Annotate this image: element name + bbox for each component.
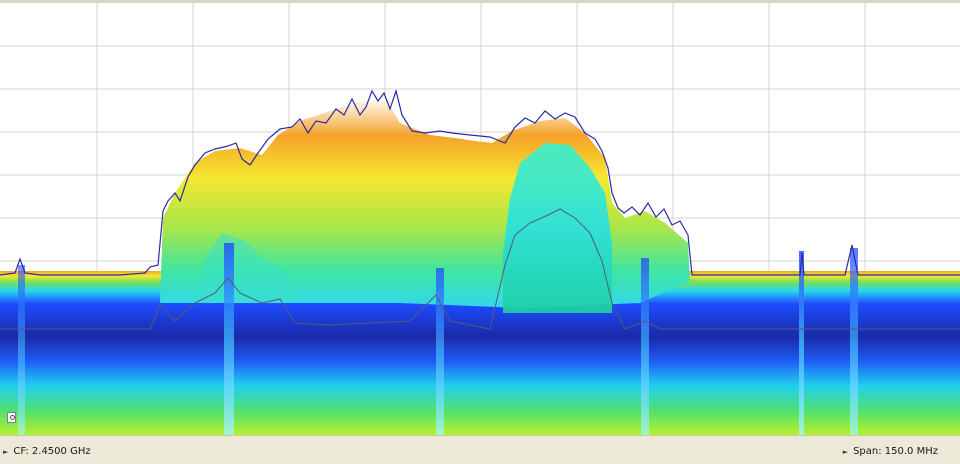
- window-top-border: [0, 0, 960, 3]
- span-label: Span: 150.0 MHz: [853, 446, 938, 457]
- center-frequency-label: CF: 2.4500 GHz: [13, 446, 91, 457]
- spectrum-canvas: [0, 3, 960, 435]
- marker-icon[interactable]: [7, 412, 16, 423]
- average-trace: [0, 208, 960, 330]
- triangle-right-icon: ►: [3, 448, 9, 456]
- center-frequency-status[interactable]: ► CF: 2.4500 GHz: [3, 445, 91, 459]
- spectrum-density-view[interactable]: [0, 3, 960, 435]
- triangle-right-icon: ►: [842, 448, 849, 456]
- wifi-channel-core: [503, 143, 612, 313]
- max-hold-trace: [0, 88, 960, 276]
- span-status[interactable]: ► Span: 150.0 MHz: [843, 445, 938, 459]
- spurs: [18, 243, 858, 435]
- status-bar: ► CF: 2.4500 GHz ► Span: 150.0 MHz: [0, 435, 960, 464]
